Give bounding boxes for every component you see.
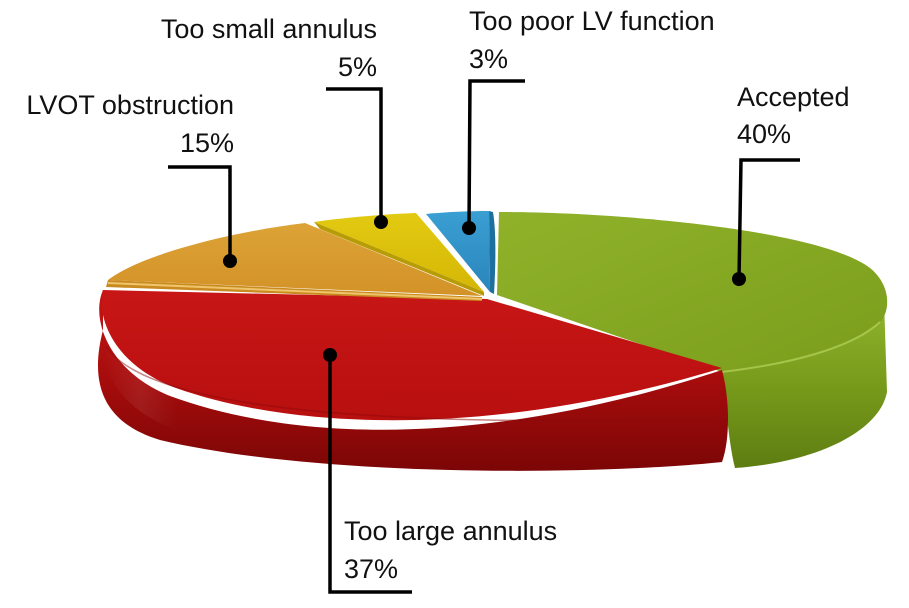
leader-lvot-obstruction: [168, 165, 232, 261]
slice-accepted-rim: [721, 321, 881, 373]
label-too-poor-lv-function-name: Too poor LV function: [469, 6, 715, 36]
label-lvot-obstruction-value: 15%: [180, 128, 234, 158]
label-accepted-name: Accepted: [737, 82, 850, 112]
slice-too-large-annulus-top: [101, 290, 722, 421]
label-too-large-annulus-value: 37%: [344, 554, 398, 584]
leader-accepted: [737, 158, 800, 280]
label-too-large-annulus-name: Too large annulus: [344, 516, 557, 546]
slice-too-small-annulus-top: [314, 213, 484, 292]
leader-accepted-dot: [732, 272, 746, 286]
data-labels: Accepted 40% Too large annulus 37% LVOT …: [26, 6, 849, 584]
label-too-poor-lv-function-value: 3%: [469, 44, 508, 74]
slice-lvot-obstruction: [106, 223, 483, 301]
slice-too-poor-lv-function-side: [489, 211, 496, 294]
label-too-small-annulus-value: 5%: [338, 52, 377, 82]
label-too-small-annulus-name: Too small annulus: [161, 14, 377, 44]
leader-lines: [168, 79, 800, 594]
slice-too-small-annulus: [314, 213, 484, 296]
leader-lvot-obstruction-dot: [223, 254, 237, 268]
leader-too-poor-lv-function-dot: [462, 221, 476, 235]
slice-too-large-annulus-side: [97, 290, 728, 471]
leader-too-large-annulus-dot: [323, 348, 337, 362]
slice-too-large-annulus: [97, 290, 728, 471]
slice-accepted-top: [497, 212, 888, 372]
slice-accepted: [497, 212, 888, 468]
leader-too-large-annulus: [328, 355, 412, 594]
leader-too-small-annulus: [326, 87, 383, 222]
slice-too-small-annulus-side: [314, 222, 484, 296]
slice-lvot-obstruction-edge: [107, 282, 483, 300]
label-lvot-obstruction-name: LVOT obstruction: [26, 90, 234, 120]
leader-too-small-annulus-dot: [374, 215, 388, 229]
slice-lvot-obstruction-top: [108, 223, 482, 296]
label-accepted-value: 40%: [737, 119, 791, 149]
slice-too-large-annulus-shine: [103, 300, 178, 430]
leader-too-poor-lv-function: [467, 79, 525, 229]
